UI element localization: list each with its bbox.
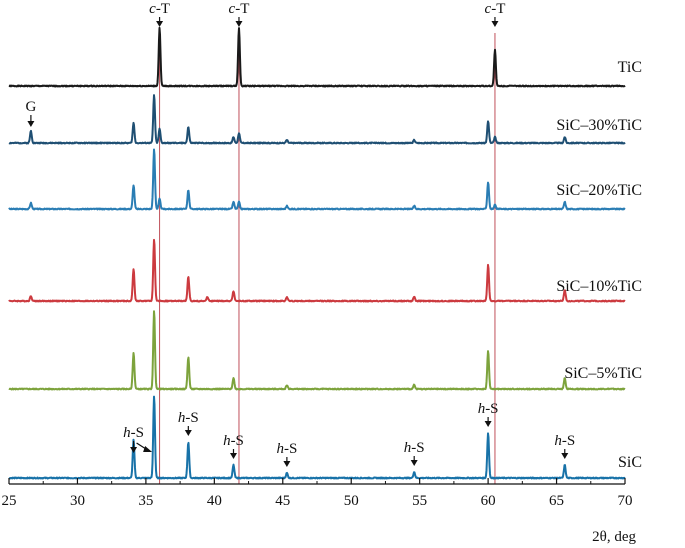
series-label: SiC–10%TiC	[556, 278, 642, 295]
x-axis: 25 30 35 40 45 50 55 60 65 70 2θ, deg	[2, 478, 636, 545]
annotation-arrowhead	[143, 446, 153, 452]
series-trace	[8, 395, 626, 480]
peak-annotation-label: h-S	[123, 425, 144, 441]
x-tick-label: 30	[70, 493, 85, 509]
series-label: SiC–20%TiC	[556, 182, 642, 199]
x-axis-ticks: 25 30 35 40 45 50 55 60 65 70	[2, 478, 633, 509]
peak-annotation-label: h-S	[404, 440, 425, 456]
x-tick-label: 50	[344, 493, 359, 509]
x-tick-label: 40	[207, 493, 222, 509]
annotation-arrowhead	[156, 21, 164, 27]
annotation-arrowhead	[283, 461, 291, 467]
annotation-arrowhead	[235, 21, 243, 27]
x-tick-label: 70	[618, 493, 633, 509]
annotation-arrowhead	[229, 453, 237, 459]
series-traces	[8, 26, 626, 480]
series-trace	[8, 26, 626, 88]
annotation-arrowhead	[491, 21, 499, 27]
peak-annotation-label: h-S	[276, 441, 297, 457]
peak-annotation-label: h-S	[478, 401, 499, 417]
peak-annotation-label: h-S	[223, 433, 244, 449]
peak-annotation-label: c-T	[149, 1, 170, 17]
series-label: SiC	[618, 454, 642, 471]
series-trace	[8, 94, 626, 145]
annotation-arrowhead	[27, 121, 35, 127]
peak-annotations: c-T c-T c-T Gh-S h-S h-S h-S h-S h-S h-S	[25, 1, 575, 467]
series-label: SiC–30%TiC	[556, 117, 642, 134]
peak-annotation-label: h-S	[554, 433, 575, 449]
annotation-arrowhead	[130, 447, 138, 453]
peak-annotation-label: G	[25, 99, 36, 115]
annotation-arrowhead	[410, 460, 418, 466]
series-trace	[8, 310, 626, 391]
peak-annotation-label: h-S	[178, 410, 199, 426]
annotation-arrowhead	[484, 421, 492, 427]
series-trace	[8, 148, 626, 211]
series-label: SiC–5%TiC	[564, 365, 642, 382]
reference-lines	[159, 33, 496, 484]
x-tick-label: 45	[275, 493, 290, 509]
x-tick-label: 35	[138, 493, 153, 509]
annotation-arrowhead	[184, 430, 192, 436]
x-tick-label: 55	[412, 493, 427, 509]
x-tick-label: 60	[481, 493, 496, 509]
series-labels: TiC SiC–30%TiC SiC–20%TiC SiC–10%TiC SiC–5%T…	[556, 59, 642, 471]
peak-annotation-label: c-T	[485, 1, 506, 17]
series-label: TiC	[618, 59, 642, 76]
annotation-arrowhead	[561, 453, 569, 459]
x-tick-label: 25	[2, 493, 17, 509]
x-tick-label: 65	[549, 493, 564, 509]
series-trace	[8, 238, 626, 303]
peak-annotation-label: c-T	[229, 1, 250, 17]
x-axis-title: 2θ, deg	[592, 529, 636, 545]
